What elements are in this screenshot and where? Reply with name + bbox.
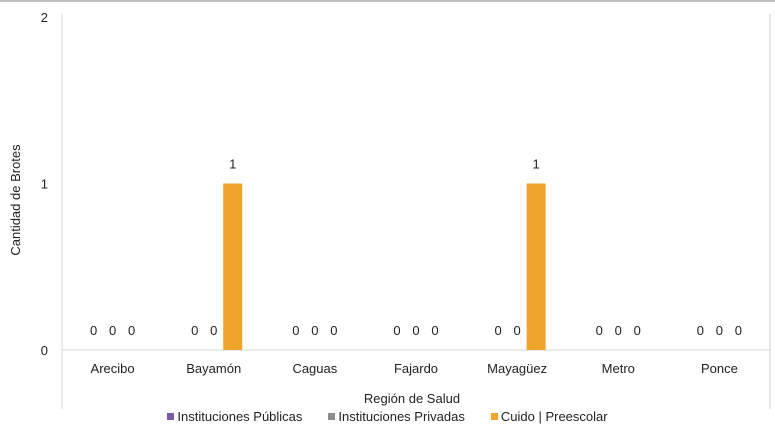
y-axis: 0 1 2 [41, 10, 63, 409]
legend-label: Instituciones Privadas [338, 409, 465, 424]
legend-swatch [167, 413, 175, 420]
data-label: 0 [109, 323, 116, 338]
data-label: 0 [292, 323, 299, 338]
data-labels: 0 0 0 0 010 0 0 0 0 0 0 010 0 0 0 0 0 [90, 157, 742, 339]
x-axis: Arecibo Bayamón Caguas Fajardo Mayagüez Metro… [62, 349, 770, 376]
x-tick-label: Metro [602, 361, 635, 376]
y-tick-label: 0 [41, 343, 48, 358]
y-tick-label: 1 [41, 177, 48, 192]
data-label: 0 [615, 323, 622, 338]
x-tick-label: Caguas [292, 361, 337, 376]
x-tick-label: Fajardo [394, 361, 438, 376]
data-label: 0 [90, 323, 97, 338]
legend-swatch [328, 413, 336, 420]
data-label: 0 [210, 323, 217, 338]
data-label: 0 [128, 323, 135, 338]
data-label: 0 [191, 323, 198, 338]
legend-entry: Instituciones Privadas [328, 409, 465, 424]
data-label: 0 [495, 323, 502, 338]
data-label: 0 [514, 323, 521, 338]
legend-entry: Instituciones Públicas [167, 409, 302, 424]
chart: 0 1 2 Arecibo Bayamón Caguas Fajardo Mayagüez M… [0, 0, 775, 409]
legend-entry: Cuido | Preescolar [490, 409, 608, 424]
data-label: 1 [229, 157, 236, 172]
data-label: 0 [716, 323, 723, 338]
data-label: 0 [634, 323, 641, 338]
data-label: 0 [431, 323, 438, 338]
legend-label: Instituciones Públicas [177, 409, 303, 424]
data-label: 0 [412, 323, 419, 338]
legend-swatch [490, 413, 498, 420]
data-label: 0 [735, 323, 742, 338]
y-tick-label: 2 [41, 10, 48, 25]
bar [223, 183, 243, 350]
data-label: 0 [311, 323, 318, 338]
data-label: 0 [697, 323, 704, 338]
x-tick-label: Mayagüez [487, 361, 547, 376]
x-tick-label: Arecibo [91, 361, 135, 376]
data-label: 0 [330, 323, 337, 338]
legend: Instituciones Públicas Instituciones Priv… [0, 409, 775, 424]
data-label: 1 [533, 157, 540, 172]
y-axis-title: Cantidad de Brotes [8, 144, 23, 256]
data-label: 0 [596, 323, 603, 338]
bar [526, 183, 546, 350]
x-axis-title: Región de Salud [364, 391, 460, 406]
x-tick-label: Ponce [701, 361, 738, 376]
x-tick-label: Bayamón [186, 361, 241, 376]
bars [223, 183, 546, 350]
legend-label: Cuido | Preescolar [500, 409, 608, 424]
data-label: 0 [393, 323, 400, 338]
